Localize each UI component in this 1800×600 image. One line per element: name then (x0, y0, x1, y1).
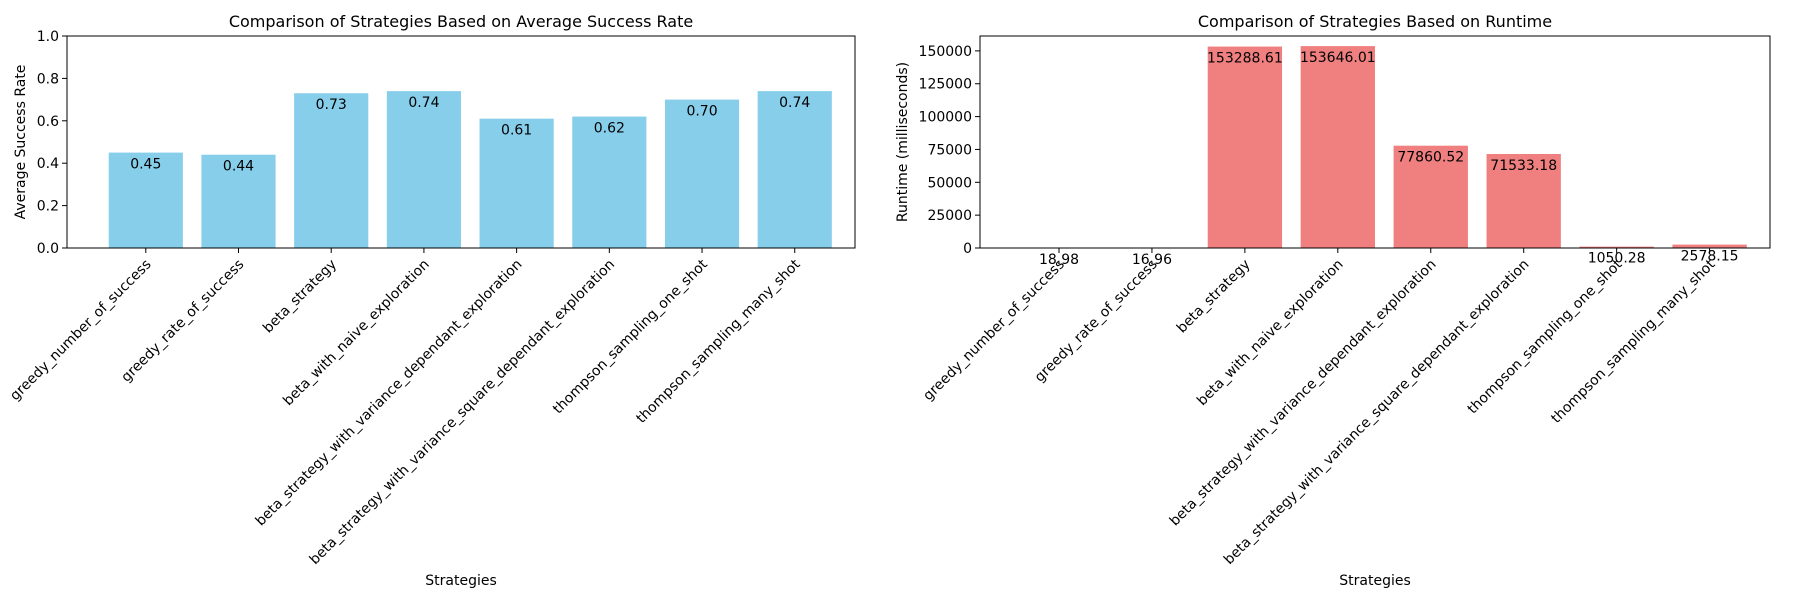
y-tick-label: 25000 (927, 208, 972, 224)
axes-frame (66, 35, 856, 249)
y-tick-label: 100000 (919, 110, 972, 126)
bar-greedy-number-of-success (108, 152, 183, 248)
data-label: 16.96 (1132, 252, 1172, 268)
data-label: 1050.28 (1588, 251, 1646, 267)
bar-beta-strategy-with-variance-dependant-exploration (1393, 145, 1468, 248)
bar-thompson-sampling-one-shot (664, 99, 740, 248)
x-tick-label: beta_strategy (1174, 257, 1254, 337)
bar-beta-with-naive-exploration (386, 91, 461, 249)
bar-greedy-rate-of-success (201, 154, 276, 248)
runtime-chart: Comparison of Strategies Based on Runtim… (895, 12, 1771, 589)
chart-title: Comparison of Strategies Based on Averag… (229, 12, 693, 31)
x-tick-label: thompson_sampling_many_shot (633, 256, 804, 427)
bar-beta-strategy-with-variance-dependant-exploration (479, 118, 554, 249)
bar-beta-with-naive-exploration (1300, 46, 1375, 248)
y-tick-label: 0 (963, 241, 972, 257)
data-label: 153646.01 (1300, 50, 1376, 66)
bar-thompson-sampling-one-shot (1579, 246, 1654, 248)
data-label: 71533.18 (1490, 158, 1557, 174)
y-tick-label: 0.8 (37, 71, 59, 87)
x-tick-label: beta_with_naive_exploration (1194, 257, 1347, 410)
bar-beta-strategy-with-variance-square-dependant-exploration (1486, 154, 1561, 248)
y-ticks: 0 25000 50000 75000 100000 125000 150000 (919, 44, 980, 257)
axes-frame (979, 35, 1771, 249)
data-label: 0.73 (316, 97, 347, 113)
x-tick-label: thompson_sampling_many_shot (1548, 256, 1719, 427)
data-label: 153288.61 (1207, 51, 1283, 67)
y-axis-label: Runtime (milliseconds) (895, 62, 911, 222)
data-label: 0.62 (594, 121, 625, 137)
x-axis-label: Strategies (1339, 573, 1411, 589)
success-rate-chart: Comparison of Strategies Based on Averag… (7, 12, 856, 589)
x-ticks: greedy_number_of_successgreedy_rate_of_s… (920, 248, 1719, 568)
data-label: 0.74 (408, 95, 439, 111)
bars (1021, 46, 1747, 248)
y-tick-label: 0.0 (37, 241, 59, 257)
x-ticks: greedy_number_of_successgreedy_rate_of_s… (7, 248, 804, 568)
y-tick-label: 125000 (919, 77, 972, 93)
data-label: 0.61 (501, 123, 532, 139)
data-label: 0.74 (779, 95, 810, 111)
bar-beta-strategy (294, 93, 369, 249)
y-tick-label: 150000 (919, 44, 972, 60)
data-label: 77860.52 (1397, 150, 1464, 166)
data-labels: 18.98 16.96 153288.61 153646.01 77860.52 7153… (1039, 50, 1739, 268)
y-tick-label: 1.0 (37, 29, 59, 45)
chart-title: Comparison of Strategies Based on Runtim… (1198, 12, 1552, 31)
bars (108, 91, 832, 249)
data-label: 2578.15 (1681, 249, 1739, 265)
y-ticks: 0.0 0.2 0.4 0.6 0.8 1.0 (37, 29, 67, 257)
x-tick-label: beta_strategy_with_variance_square_depen… (307, 257, 618, 568)
bar-thompson-sampling-many-shot (1672, 244, 1747, 248)
x-tick-label: beta_strategy_with_variance_square_depen… (1221, 257, 1532, 568)
data-label: 0.45 (130, 157, 161, 173)
data-label: 0.44 (223, 159, 254, 175)
data-label: 18.98 (1039, 252, 1079, 268)
x-tick-label: thompson_sampling_one_shot (550, 256, 711, 417)
x-tick-label: beta_with_naive_exploration (280, 257, 433, 410)
x-tick-label: thompson_sampling_one_shot (1465, 256, 1626, 417)
y-tick-label: 0.6 (37, 114, 59, 130)
y-tick-label: 0.4 (37, 156, 59, 172)
y-tick-label: 75000 (927, 142, 972, 158)
data-label: 0.70 (686, 104, 717, 120)
y-axis-label: Average Success Rate (13, 65, 29, 220)
bar-beta-strategy-with-variance-square-dependant-exploration (572, 116, 647, 248)
y-tick-label: 0.2 (37, 199, 59, 215)
x-axis-label: Strategies (425, 573, 497, 589)
y-tick-label: 50000 (927, 175, 972, 191)
data-labels: 0.45 0.44 0.73 0.74 0.61 0.62 0.70 0.74 (130, 95, 810, 175)
bar-thompson-sampling-many-shot (757, 91, 832, 249)
x-tick-label: beta_strategy (260, 257, 340, 337)
bar-beta-strategy (1207, 46, 1283, 248)
